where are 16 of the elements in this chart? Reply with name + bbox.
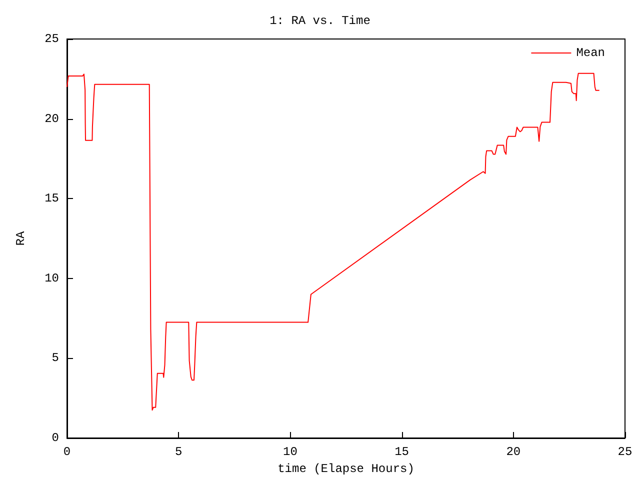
x-axis-title: time (Elapse Hours) [278, 462, 414, 476]
x-tick-label: 5 [175, 445, 182, 459]
y-tick-label: 25 [44, 32, 59, 46]
x-tick-label: 20 [506, 445, 521, 459]
y-tick-label: 10 [44, 271, 59, 286]
y-tick-label: 20 [44, 112, 59, 126]
x-tick-label: 15 [394, 445, 410, 459]
x-tick-label: 25 [618, 445, 632, 459]
y-tick-label: 15 [44, 192, 59, 206]
chart-title: 1: RA vs. Time [270, 14, 370, 28]
y-tick-label: 0 [52, 431, 59, 445]
x-tick-label: 0 [63, 445, 71, 459]
legend-label: Mean [576, 46, 606, 60]
x-tick-label: 10 [282, 445, 298, 459]
y-tick-label: 5 [52, 351, 59, 366]
y-axis-title: RA [14, 230, 28, 246]
